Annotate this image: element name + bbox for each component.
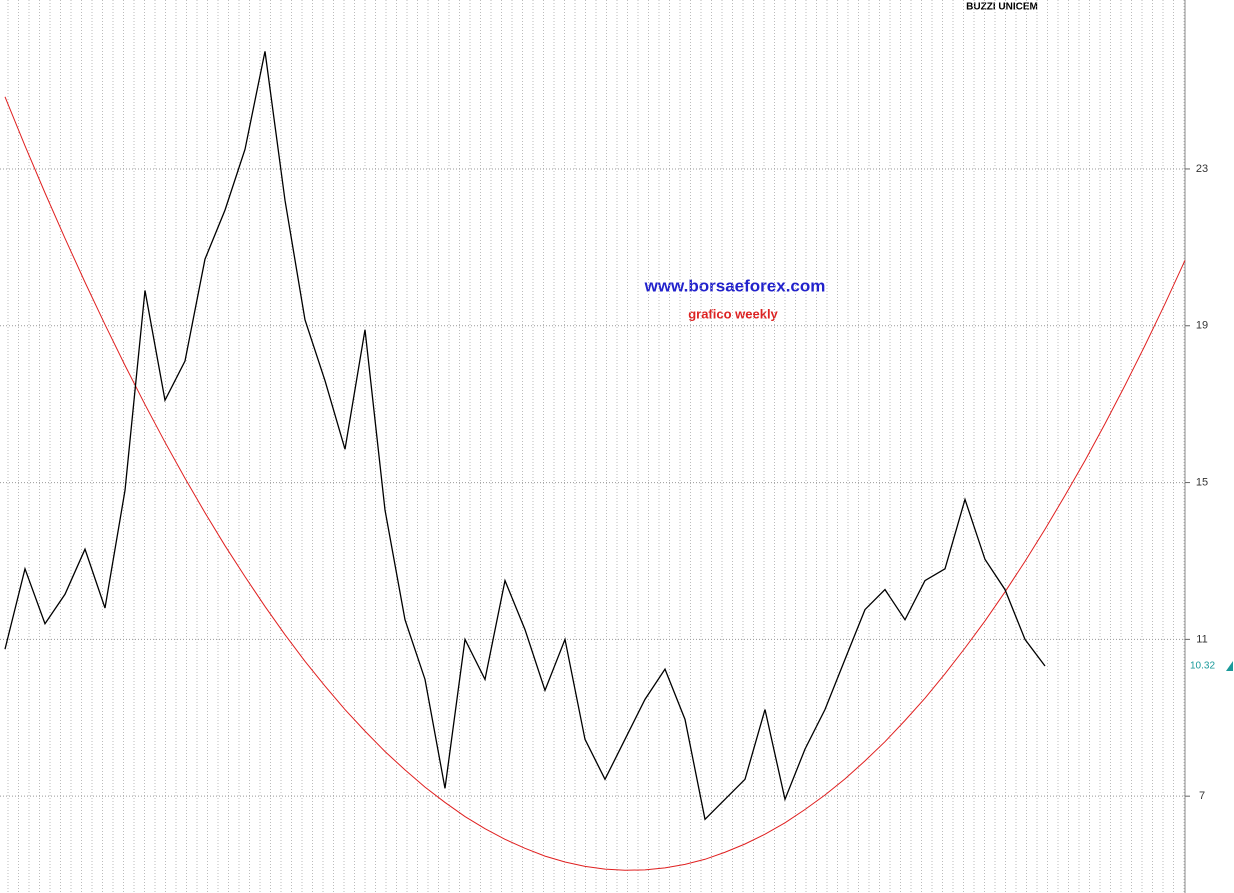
subtitle: grafico weekly bbox=[688, 306, 778, 321]
series-line bbox=[4, 96, 1186, 871]
series-line bbox=[4, 51, 1046, 821]
y-tick-label: 7 bbox=[1199, 790, 1205, 802]
chart-title: BUZZI UNICEM bbox=[966, 2, 1038, 13]
y-tick-label: 15 bbox=[1196, 476, 1208, 488]
y-tick-label: 23 bbox=[1196, 163, 1208, 175]
last-price-marker bbox=[1226, 661, 1233, 672]
y-tick-label: 19 bbox=[1196, 320, 1208, 332]
watermark: www.borsaeforex.com bbox=[644, 276, 826, 295]
last-price-label: 10.32 bbox=[1190, 661, 1215, 672]
y-tick-label: 11 bbox=[1196, 633, 1207, 645]
